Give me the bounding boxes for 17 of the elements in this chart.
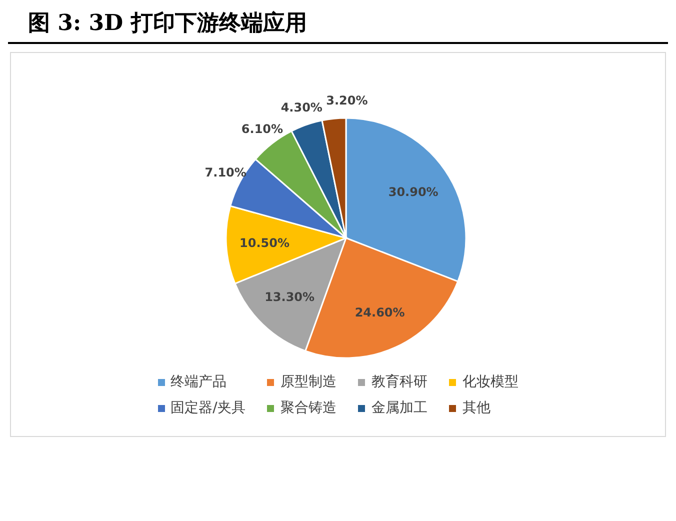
data-label: 4.30%: [280, 100, 322, 115]
data-label: 7.10%: [204, 166, 246, 180]
data-label: 3.20%: [326, 94, 368, 108]
chart-title: 图 3: 3D 打印下游终端应用: [8, 8, 668, 44]
legend-label: 金属加工: [371, 399, 428, 417]
legend-label: 聚合铸造: [280, 399, 336, 417]
legend-label: 化妆模型: [462, 373, 518, 391]
data-label: 30.90%: [388, 184, 438, 199]
legend-label: 固定器/夹具: [170, 399, 246, 417]
legend-label: 原型制造: [280, 373, 336, 391]
legend-label: 终端产品: [170, 373, 227, 391]
data-label: 24.60%: [354, 305, 405, 320]
data-label: 10.50%: [240, 236, 290, 250]
data-label: 6.10%: [241, 122, 284, 136]
legend-label: 其他: [462, 399, 490, 417]
legend-label: 教育科研: [371, 373, 428, 391]
data-label: 13.30%: [264, 290, 315, 304]
